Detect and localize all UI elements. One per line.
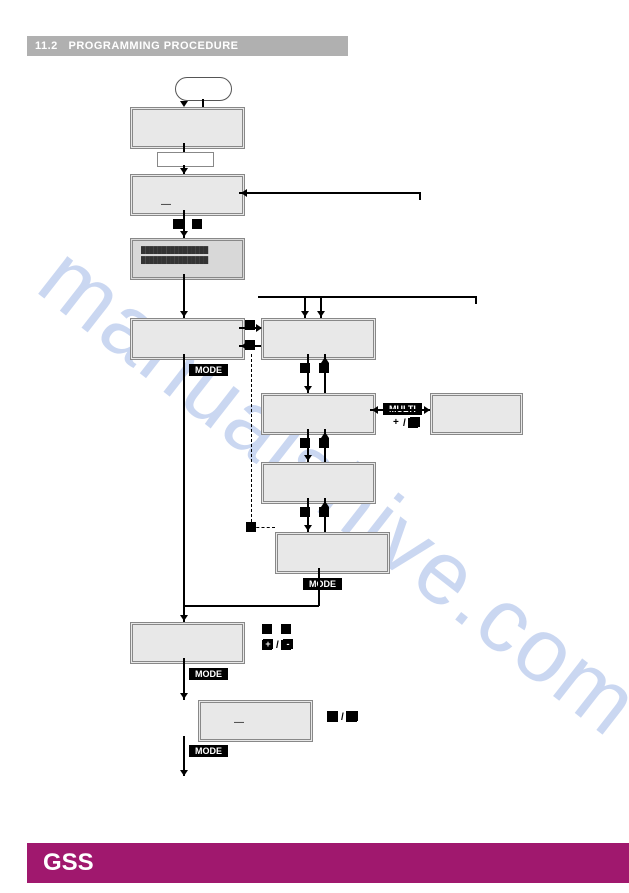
flowchart-box — [130, 107, 245, 149]
flowchart-box — [261, 393, 376, 435]
connector-line — [183, 143, 185, 152]
connector-line — [408, 418, 418, 428]
connector-line — [318, 568, 320, 606]
flowchart-box — [198, 700, 313, 742]
dash-mark: — — [161, 199, 171, 210]
section-title: PROGRAMMING PROCEDURE — [68, 40, 238, 52]
arrow-down-icon — [180, 101, 188, 107]
flowchart-box — [275, 532, 390, 574]
arrow-up-icon — [321, 432, 329, 438]
pm-symbol: / — [341, 712, 344, 723]
button-icon — [300, 438, 310, 448]
arrow-down-icon — [304, 525, 312, 531]
arrow-down-icon — [180, 311, 188, 317]
flowchart-box — [130, 174, 245, 216]
connector-line — [327, 711, 338, 722]
arrow-left-icon — [372, 406, 378, 414]
arrow-down-icon — [180, 770, 188, 776]
connector-line — [183, 605, 319, 607]
dashed-connector — [251, 354, 252, 527]
flowchart-box — [130, 622, 245, 664]
arrow-right-icon — [424, 406, 430, 414]
arrow-down-icon — [180, 615, 188, 621]
button-icon — [300, 363, 310, 373]
arrow-down-icon — [301, 311, 309, 317]
flowchart-box — [157, 152, 214, 167]
button-icon — [173, 219, 183, 229]
dash-mark: — — [234, 717, 244, 728]
connector-line — [239, 192, 420, 194]
arrow-down-icon — [304, 455, 312, 461]
connector-line — [475, 296, 477, 304]
arrow-up-icon — [321, 357, 329, 363]
arrow-down-icon — [317, 311, 325, 317]
arrow-down-icon — [180, 693, 188, 699]
flowchart-box: ████████████████████████████████ — [130, 238, 245, 280]
arrow-right-icon — [256, 324, 262, 332]
flowchart-box — [261, 318, 376, 360]
flowchart-box — [130, 318, 245, 360]
flowchart-box — [430, 393, 523, 435]
pm-symbol: + — [263, 639, 273, 649]
button-icon — [262, 624, 272, 634]
arrow-up-icon — [321, 501, 329, 507]
section-header: 11.2 PROGRAMMING PROCEDURE — [27, 36, 348, 56]
arrow-left-icon — [241, 342, 247, 350]
connector-line — [258, 296, 476, 298]
mode-label: MODE — [189, 745, 228, 757]
footer-brand: GSS — [43, 849, 94, 876]
button-icon — [192, 219, 202, 229]
mode-label: MODE — [189, 364, 228, 376]
button-icon — [245, 320, 255, 330]
section-number: 11.2 — [35, 40, 58, 52]
pm-symbol: / — [403, 418, 406, 429]
connector-line — [346, 711, 357, 722]
page-footer: GSS — [27, 843, 629, 883]
mode-label: MODE — [303, 578, 342, 590]
connector-line — [202, 99, 204, 107]
connector-line — [419, 192, 421, 200]
dashed-connector — [251, 527, 275, 528]
connector-line — [183, 354, 185, 622]
pm-symbol: / — [276, 640, 279, 651]
button-icon — [281, 624, 291, 634]
flowchart-box — [261, 462, 376, 504]
pm-symbol: + — [393, 417, 399, 428]
connector-line — [370, 409, 430, 411]
arrow-down-icon — [180, 231, 188, 237]
pm-symbol: - — [283, 639, 293, 649]
button-icon — [300, 507, 310, 517]
arrow-down-icon — [180, 168, 188, 174]
arrow-left-icon — [241, 189, 247, 197]
mode-label: MODE — [189, 668, 228, 680]
arrow-down-icon — [304, 386, 312, 392]
flowchart-start — [175, 77, 232, 101]
